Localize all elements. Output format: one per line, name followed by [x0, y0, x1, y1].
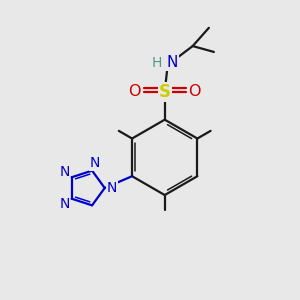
Text: N: N [59, 197, 70, 211]
Text: N: N [167, 55, 178, 70]
Text: S: S [159, 83, 171, 101]
Text: N: N [59, 165, 70, 179]
Text: N: N [90, 156, 100, 170]
Text: H: H [151, 56, 162, 70]
Text: N: N [107, 181, 117, 195]
Text: O: O [128, 84, 141, 99]
Text: O: O [188, 84, 201, 99]
